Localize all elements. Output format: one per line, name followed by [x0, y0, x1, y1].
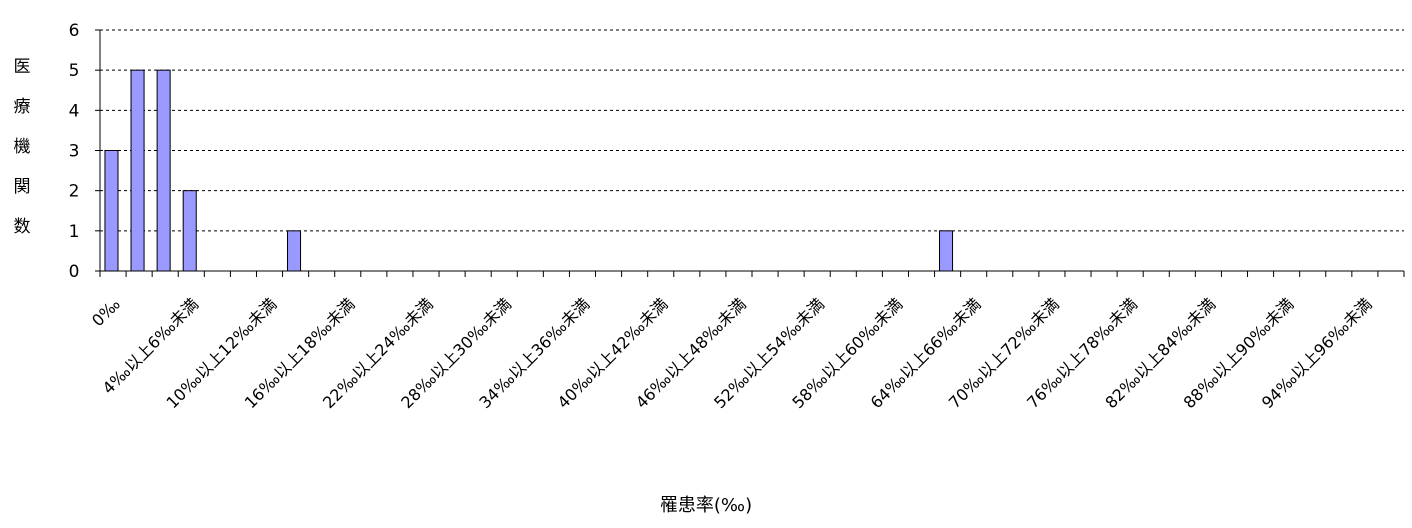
bar: [182, 190, 197, 272]
y-axis-label-char: 関: [13, 177, 31, 197]
bars: [104, 69, 954, 272]
y-axis-label-char: 医: [13, 57, 31, 77]
x-axis-label: 罹患率(‰): [659, 495, 753, 516]
y-tick-label: 0: [69, 262, 80, 282]
bar: [104, 150, 119, 272]
y-axis-label-char: 数: [13, 217, 31, 237]
y-tick-label: 5: [69, 61, 80, 81]
y-tick-label: 1: [69, 222, 80, 242]
y-axis-label-char: 機: [13, 137, 31, 157]
chart-plot: 0 1 2 3 4 5 6 0‰4‰以上6‰未満10‰以上12‰未満16‰以上18‰未満22…: [69, 21, 1405, 412]
y-tick-label: 2: [69, 182, 80, 202]
axes: [95, 29, 1405, 277]
y-tick-labels: 0 1 2 3 4 5 6: [69, 21, 80, 282]
y-tick-label: 4: [69, 101, 80, 121]
bar: [287, 230, 302, 272]
bar: [156, 69, 171, 272]
y-axis-label-char: 療: [13, 97, 31, 117]
x-tick-labels: 0‰4‰以上6‰未満10‰以上12‰未満16‰以上18‰未満22‰以上24‰未満…: [88, 294, 1376, 412]
y-tick-label: 6: [69, 21, 80, 41]
bar: [130, 69, 145, 272]
x-tick-label: 0‰: [88, 294, 124, 330]
bar: [939, 230, 954, 272]
y-tick-label: 3: [69, 142, 80, 162]
gridlines: [100, 29, 1404, 232]
